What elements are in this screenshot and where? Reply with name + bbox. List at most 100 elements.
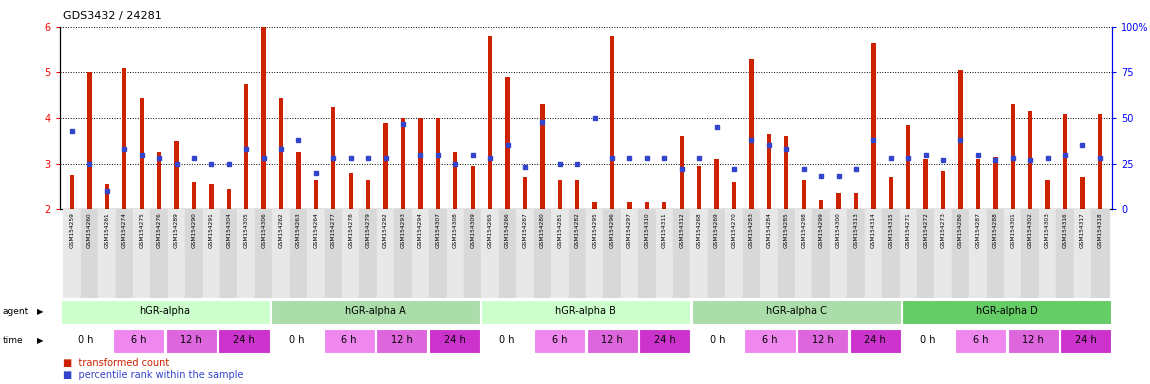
Bar xyxy=(516,209,534,298)
Text: GDS3432 / 24281: GDS3432 / 24281 xyxy=(63,11,162,21)
Bar xyxy=(87,73,92,209)
Bar xyxy=(133,209,151,298)
Bar xyxy=(271,300,480,324)
Bar xyxy=(383,122,388,209)
Bar xyxy=(366,180,370,209)
Bar xyxy=(505,77,509,209)
Bar xyxy=(113,329,164,353)
Bar xyxy=(453,152,458,209)
Bar xyxy=(168,209,185,298)
Bar xyxy=(377,209,394,298)
Bar xyxy=(290,209,307,298)
Text: GSM154273: GSM154273 xyxy=(941,212,945,248)
Text: GSM154313: GSM154313 xyxy=(853,212,858,248)
Bar xyxy=(812,209,830,298)
Text: ▶: ▶ xyxy=(37,308,44,316)
Bar xyxy=(1007,329,1059,353)
Bar xyxy=(523,177,527,209)
Text: hGR-alpha B: hGR-alpha B xyxy=(555,306,616,316)
Bar xyxy=(139,98,144,209)
Bar xyxy=(708,209,726,298)
Bar xyxy=(499,209,516,298)
Bar xyxy=(348,173,353,209)
Bar xyxy=(463,209,482,298)
Text: GSM154259: GSM154259 xyxy=(69,212,75,248)
Text: 12 h: 12 h xyxy=(391,335,413,345)
Bar xyxy=(238,209,255,298)
Bar xyxy=(419,118,422,209)
Bar xyxy=(482,300,690,324)
Bar xyxy=(872,43,875,209)
Text: hGR-alpha C: hGR-alpha C xyxy=(766,306,827,316)
Bar xyxy=(592,202,597,209)
Bar xyxy=(446,209,463,298)
Bar xyxy=(273,209,290,298)
Bar xyxy=(777,209,795,298)
Bar xyxy=(975,159,980,209)
Text: GSM154281: GSM154281 xyxy=(558,212,562,248)
Bar xyxy=(1080,177,1084,209)
Bar xyxy=(848,209,865,298)
Text: 12 h: 12 h xyxy=(812,335,834,345)
Bar xyxy=(750,59,753,209)
Bar xyxy=(743,209,760,298)
Text: GSM154290: GSM154290 xyxy=(191,212,197,248)
Bar xyxy=(244,84,248,209)
Text: GSM154306: GSM154306 xyxy=(261,212,266,248)
Bar xyxy=(156,152,161,209)
Text: GSM154263: GSM154263 xyxy=(296,212,301,248)
Bar xyxy=(551,209,568,298)
Bar xyxy=(621,209,638,298)
Text: time: time xyxy=(2,336,23,345)
Bar xyxy=(360,209,377,298)
Text: GSM154292: GSM154292 xyxy=(383,212,388,248)
Bar xyxy=(314,180,319,209)
Bar xyxy=(1028,111,1033,209)
Text: GSM154309: GSM154309 xyxy=(470,212,475,248)
Bar xyxy=(899,209,917,298)
Text: GSM154317: GSM154317 xyxy=(1080,212,1084,248)
Bar xyxy=(795,209,812,298)
Bar xyxy=(166,329,217,353)
Bar xyxy=(889,177,894,209)
Bar xyxy=(850,329,900,353)
Bar xyxy=(714,159,719,209)
Text: ■  transformed count: ■ transformed count xyxy=(63,358,169,368)
Bar xyxy=(692,300,900,324)
Text: 12 h: 12 h xyxy=(1022,335,1044,345)
Bar xyxy=(987,209,1004,298)
Text: 12 h: 12 h xyxy=(181,335,202,345)
Bar xyxy=(586,209,604,298)
Bar xyxy=(534,329,585,353)
Bar xyxy=(227,189,231,209)
Text: GSM154284: GSM154284 xyxy=(766,212,772,248)
Text: GSM154303: GSM154303 xyxy=(1045,212,1050,248)
Bar xyxy=(744,329,796,353)
Text: hGR-alpha: hGR-alpha xyxy=(139,306,191,316)
Text: GSM154312: GSM154312 xyxy=(680,212,684,248)
Bar xyxy=(540,104,545,209)
Text: 0 h: 0 h xyxy=(499,335,515,345)
Text: GSM154314: GSM154314 xyxy=(871,212,876,248)
Bar xyxy=(853,193,858,209)
Text: GSM154308: GSM154308 xyxy=(453,212,458,248)
Bar xyxy=(627,202,631,209)
Bar xyxy=(185,209,202,298)
Bar xyxy=(802,180,806,209)
Bar xyxy=(429,209,446,298)
Text: 24 h: 24 h xyxy=(1075,335,1097,345)
Bar xyxy=(1004,209,1021,298)
Text: 0 h: 0 h xyxy=(920,335,936,345)
Text: GSM154277: GSM154277 xyxy=(331,212,336,248)
Bar xyxy=(1074,209,1091,298)
Text: 0 h: 0 h xyxy=(710,335,726,345)
Bar xyxy=(482,209,499,298)
Text: GSM154305: GSM154305 xyxy=(244,212,248,248)
Bar xyxy=(482,329,532,353)
Bar xyxy=(830,209,848,298)
Bar xyxy=(767,134,771,209)
Text: GSM154311: GSM154311 xyxy=(661,212,667,248)
Text: GSM154295: GSM154295 xyxy=(592,212,597,248)
Bar xyxy=(122,68,126,209)
Bar xyxy=(255,209,273,298)
